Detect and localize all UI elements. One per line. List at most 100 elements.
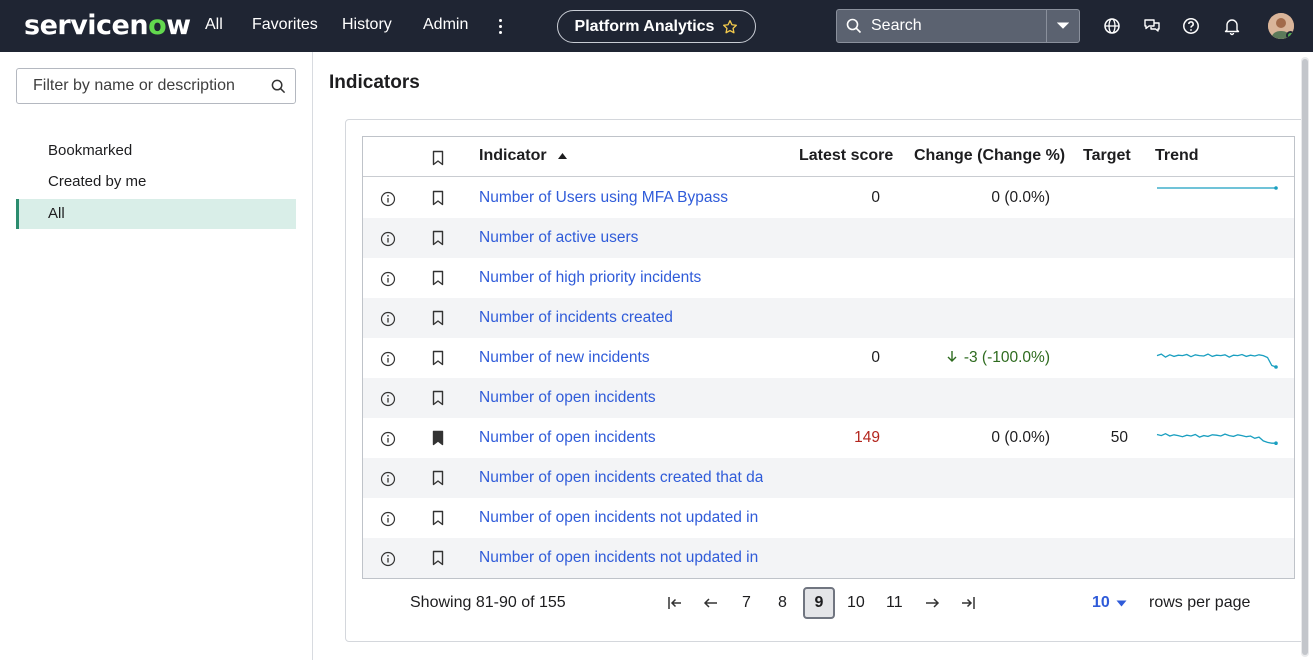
- indicator-link[interactable]: Number of open incidents created that da: [479, 469, 764, 486]
- info-icon[interactable]: [380, 231, 396, 247]
- bookmark-icon[interactable]: [432, 470, 444, 486]
- change-value: 0 (0.0%): [991, 429, 1050, 446]
- indicator-link[interactable]: Number of active users: [479, 229, 639, 246]
- bookmark-icon[interactable]: [432, 350, 444, 366]
- sidebar-item-bookmarked[interactable]: Bookmarked: [48, 142, 133, 159]
- user-avatar[interactable]: [1268, 13, 1294, 39]
- search-icon: [261, 79, 295, 94]
- page-11-button[interactable]: 11: [886, 594, 903, 611]
- bookmark-column-icon[interactable]: [432, 150, 444, 166]
- page-9-button-current[interactable]: 9: [803, 587, 835, 619]
- bookmark-icon[interactable]: [432, 550, 444, 566]
- first-page-icon[interactable]: [666, 594, 684, 612]
- indicator-link[interactable]: Number of Users using MFA Bypass: [479, 189, 728, 206]
- next-page-icon[interactable]: [923, 594, 941, 612]
- bookmark-icon[interactable]: [432, 310, 444, 326]
- indicator-link[interactable]: Number of new incidents: [479, 349, 650, 366]
- table-row: Number of Users using MFA Bypass 0 0 (0.0%…: [363, 178, 1294, 218]
- previous-page-icon[interactable]: [702, 594, 720, 612]
- bookmark-filled-icon[interactable]: [432, 430, 444, 446]
- top-navigation-bar: servicenow All Favorites History Admin P…: [0, 0, 1313, 52]
- more-menu-icon[interactable]: [494, 15, 506, 37]
- page-scrollbar[interactable]: [1301, 57, 1309, 657]
- indicator-link[interactable]: Number of open incidents: [479, 429, 656, 446]
- left-sidebar: Filter by name or description Bookmarked…: [0, 52, 313, 660]
- info-icon[interactable]: [380, 351, 396, 367]
- indicator-link[interactable]: Number of high priority incidents: [479, 269, 702, 286]
- page-7-button[interactable]: 7: [742, 594, 751, 611]
- info-icon[interactable]: [380, 311, 396, 327]
- table-row: Number of open incidents: [363, 378, 1294, 418]
- trend-sparkline[interactable]: [1156, 186, 1278, 210]
- info-icon[interactable]: [380, 551, 396, 567]
- table-row: Number of new incidents 0 -3 (-100.0%): [363, 338, 1294, 378]
- bookmark-icon[interactable]: [432, 510, 444, 526]
- star-icon[interactable]: [722, 19, 738, 35]
- target-value: 50: [1110, 429, 1128, 446]
- bookmark-icon[interactable]: [432, 270, 444, 286]
- bookmark-icon[interactable]: [432, 190, 444, 206]
- table-header: Indicator Latest score Change (Change %)…: [363, 137, 1294, 177]
- trend-sparkline[interactable]: [1156, 346, 1278, 370]
- platform-analytics-pill[interactable]: Platform Analytics: [557, 10, 756, 43]
- table-row: Number of open incidents not updated in: [363, 538, 1294, 578]
- globe-icon[interactable]: [1102, 16, 1122, 36]
- nav-all[interactable]: All: [205, 16, 223, 33]
- help-icon[interactable]: [1181, 16, 1201, 36]
- chat-icon[interactable]: [1142, 16, 1162, 36]
- online-status-dot: [1286, 31, 1294, 39]
- info-icon[interactable]: [380, 431, 396, 447]
- info-icon[interactable]: [380, 391, 396, 407]
- nav-history[interactable]: History: [342, 16, 392, 33]
- indicator-link[interactable]: Number of open incidents not updated in: [479, 509, 759, 526]
- trend-endpoint: [1274, 365, 1278, 369]
- chevron-down-icon: [1057, 22, 1069, 29]
- search-placeholder: Search: [871, 17, 922, 34]
- showing-count: Showing 81-90 of 155: [410, 594, 566, 611]
- trend-sparkline[interactable]: [1156, 426, 1278, 450]
- bookmark-icon[interactable]: [432, 230, 444, 246]
- table-row: Number of incidents created: [363, 298, 1294, 338]
- indicator-link[interactable]: Number of open incidents not updated in: [479, 549, 759, 566]
- column-header-latest-score[interactable]: Latest score: [799, 147, 894, 164]
- nav-admin[interactable]: Admin: [423, 16, 469, 33]
- table-row: Number of open incidents not updated in: [363, 498, 1294, 538]
- trend-endpoint: [1274, 441, 1278, 445]
- page-8-button[interactable]: 8: [778, 594, 787, 611]
- global-search-input[interactable]: Search: [836, 9, 1080, 43]
- nav-favorites[interactable]: Favorites: [252, 16, 318, 33]
- page-10-button[interactable]: 10: [847, 594, 865, 611]
- rows-per-page-value: 10: [1092, 594, 1110, 611]
- bookmark-icon[interactable]: [432, 390, 444, 406]
- latest-score: 149: [854, 429, 880, 446]
- table-row: Number of open incidents created that da: [363, 458, 1294, 498]
- bell-icon[interactable]: [1222, 16, 1242, 36]
- sidebar-item-all[interactable]: All: [16, 199, 296, 229]
- latest-score: 0: [871, 349, 880, 366]
- search-scope-dropdown[interactable]: [1046, 10, 1079, 42]
- search-icon: [837, 10, 871, 42]
- info-icon[interactable]: [380, 191, 396, 207]
- filter-input[interactable]: Filter by name or description: [16, 68, 296, 104]
- last-page-icon[interactable]: [959, 594, 977, 612]
- change-value: -3 (-100.0%): [946, 349, 1050, 367]
- column-header-change[interactable]: Change (Change %): [914, 147, 1066, 164]
- info-icon[interactable]: [380, 271, 396, 287]
- sidebar-item-created-by-me[interactable]: Created by me: [48, 173, 147, 190]
- sort-ascending-icon: [558, 152, 568, 159]
- rows-per-page-select[interactable]: 10: [1092, 594, 1127, 612]
- servicenow-logo[interactable]: servicenow: [24, 10, 191, 41]
- column-header-trend[interactable]: Trend: [1155, 147, 1199, 164]
- table-row: Number of high priority incidents: [363, 258, 1294, 298]
- change-value: 0 (0.0%): [991, 189, 1050, 206]
- info-icon[interactable]: [380, 471, 396, 487]
- chevron-down-icon: [1116, 600, 1127, 606]
- column-header-indicator[interactable]: Indicator: [479, 147, 568, 165]
- indicator-link[interactable]: Number of incidents created: [479, 309, 673, 326]
- indicator-link[interactable]: Number of open incidents: [479, 389, 656, 406]
- page-title: Indicators: [329, 72, 420, 93]
- trend-endpoint: [1274, 186, 1278, 190]
- info-icon[interactable]: [380, 511, 396, 527]
- column-header-target[interactable]: Target: [1083, 147, 1131, 164]
- table-row: Number of active users: [363, 218, 1294, 258]
